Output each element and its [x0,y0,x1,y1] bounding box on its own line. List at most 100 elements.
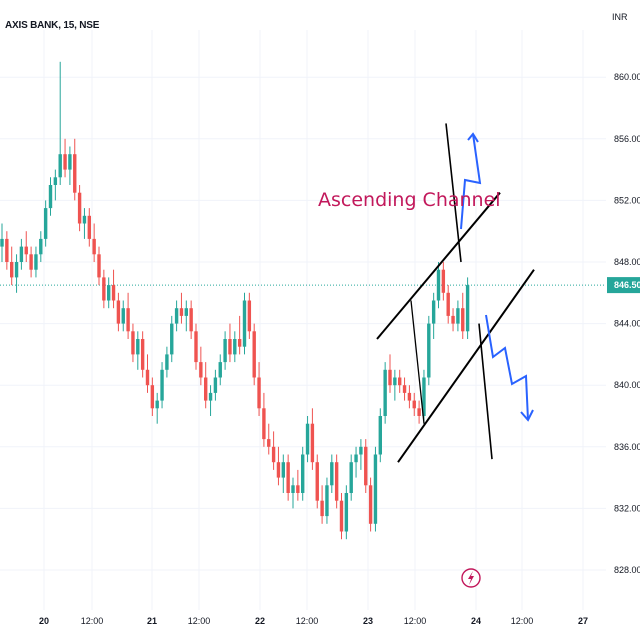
candle-body [262,408,266,440]
candle-body [160,369,164,401]
y-tick-label: 852.00 [614,195,640,205]
y-tick-label: 836.00 [614,442,640,452]
candle-body [155,400,159,409]
candle-body [465,285,470,332]
candle-body [461,308,465,332]
projection-down-path [485,314,529,421]
channel-lower-line [397,269,535,463]
y-tick-label: 832.00 [614,503,640,513]
last-price-tag-text: 846.50 [614,280,640,290]
candle-body [305,423,310,455]
currency-label: INR [612,12,628,22]
lightning-icon [468,571,474,585]
breakout-line-lower [478,323,493,460]
candle-body [165,354,169,370]
candle-body [233,339,237,355]
candle-body [10,262,14,278]
candle-body [252,331,256,378]
event-marker[interactable] [461,568,481,588]
candle-body [208,392,213,401]
candle-body [34,254,38,270]
channel-annotation: Ascending Channel [318,189,501,211]
candle-body [174,308,179,324]
candle-body [204,377,208,401]
candle-body [0,238,4,247]
x-tick-label: 27 [578,616,588,626]
candle-body [296,485,300,493]
candle-body [199,362,203,378]
candle-body [286,462,290,493]
y-tick-label: 828.00 [614,565,640,575]
candle-body [402,385,407,393]
x-tick-label: 23 [363,616,373,626]
candle-body [446,292,450,316]
y-tick-label: 856.00 [614,134,640,144]
candle-body [349,462,353,493]
x-tick-label: 20 [39,616,49,626]
candle-body [82,215,87,224]
x-tick-label: 21 [147,616,157,626]
candle-body [53,177,58,185]
candle-body [242,300,247,347]
candle-body [301,454,305,493]
candle-body [102,277,106,301]
x-tick-label: 24 [471,616,481,626]
candle-body [73,154,77,193]
candle-body [237,339,242,347]
price-axis[interactable]: 828.00 832.00 836.00 840.00 844.00 848.00 852.… [614,72,640,575]
candle-body [131,331,135,355]
candle-body [359,446,363,455]
channel-width-line [410,300,425,424]
x-tick-label: 12:00 [188,616,211,626]
candle-body [184,308,188,316]
chart-drawings: Ascending Channel [318,123,535,463]
candle-body [107,285,111,301]
channel-upper-line [376,192,501,340]
candle-body [325,485,329,517]
last-price-tag-bg [607,277,640,294]
candle-body [24,246,28,255]
candle-body [121,308,125,324]
candle-body [320,500,324,517]
time-axis[interactable]: 20 12:00 21 12:00 22 12:00 23 12:00 24 12:00 27 [39,616,588,626]
candle-body [58,154,62,178]
breakout-line-upper [445,123,462,263]
y-tick-label: 848.00 [614,257,640,267]
candle-body [451,315,455,324]
candle-body [412,400,416,409]
candle-body [364,446,368,486]
candle-body [330,462,334,486]
candle-body [194,331,198,363]
chart-grid [0,30,606,610]
candle-body [257,377,261,409]
candle-body [87,215,91,239]
candle-body [383,369,387,416]
candle-body [189,308,193,332]
candle-body [68,154,72,170]
candle-body [179,308,184,316]
x-tick-label: 22 [255,616,265,626]
x-tick-label: 12:00 [81,616,104,626]
y-tick-label: 840.00 [614,380,640,390]
candle-body [388,369,392,386]
candle-body [281,462,285,478]
candle-body [354,454,358,463]
candle-body [116,300,121,324]
candle-body [441,269,446,293]
candle-body [126,308,130,332]
candle-body [378,416,382,455]
candle-body [291,485,295,493]
x-tick-label: 12:00 [511,616,534,626]
candle-body [19,246,24,262]
candle-body [344,493,349,532]
candle-body [43,208,48,239]
candle-body [5,238,9,262]
candle-body [398,377,402,386]
candle-body [92,238,96,255]
candles [0,61,470,540]
candle-body [427,323,431,378]
candle-body [334,462,339,501]
y-tick-label: 844.00 [614,319,640,329]
candle-body [48,185,53,209]
